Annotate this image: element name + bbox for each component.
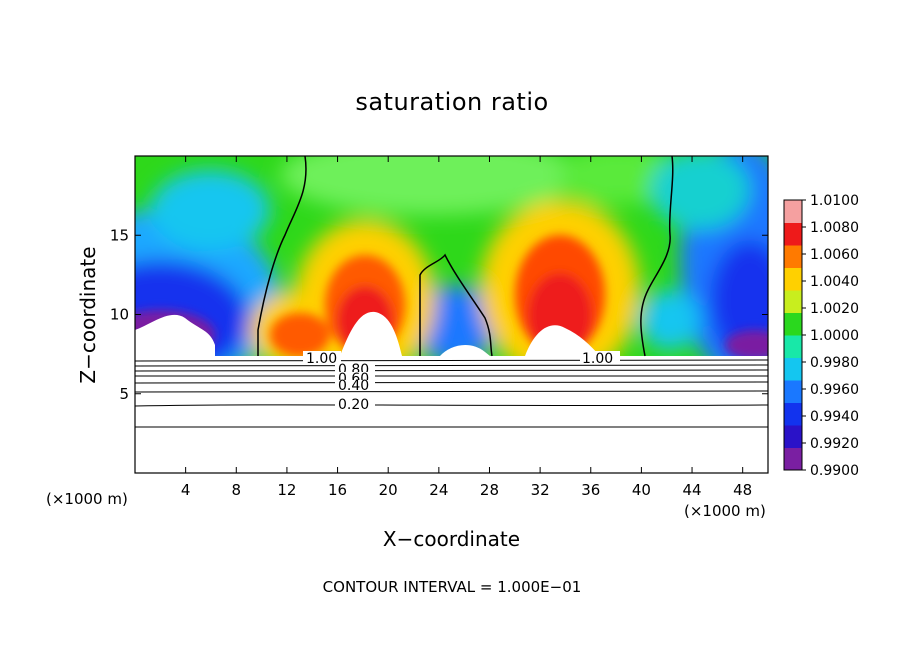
contour-label-group: 1.00 0.80 0.60 0.40 0.20 1.00 [303,351,620,413]
colorbar-swatch [784,425,802,448]
colorbar-swatch [784,357,802,381]
colorbar-label: 0.9900 [810,463,859,479]
y-tick-label: 10 [110,306,129,324]
contour-label-1: 1.00 [306,351,337,367]
x-unit-label-left: (×1000 m) [46,490,128,508]
x-tick-label: 32 [531,481,550,499]
x-tick-label: 48 [733,481,752,499]
colorbar-swatch [784,200,802,223]
colorbar-swatch [784,222,802,246]
y-axis: 5 10 15 [110,226,768,403]
x-tick-label: 12 [277,481,296,499]
colorbar-label: 1.0100 [810,193,859,209]
colorbar-label: 0.9980 [810,355,859,371]
contour-label-6: 1.00 [582,351,613,367]
y-tick-label: 15 [110,226,129,244]
colorbar-swatch [784,290,802,313]
x-unit-label-right: (×1000 m) [684,502,766,520]
colorbar-label: 1.0040 [810,274,859,290]
contour-label-5: 0.20 [338,397,369,413]
x-axis-label: X−coordinate [382,527,521,551]
colorbar-swatch [784,402,802,426]
colorbar-swatch [784,380,802,403]
colorbar-label: 1.0080 [810,220,859,236]
colorbar-label: 1.0020 [810,301,859,317]
x-tick-label: 24 [429,481,448,499]
colorbar-label: 0.9960 [810,382,859,398]
colorbar-swatch [784,267,802,291]
contour-label-4: 0.40 [338,378,369,394]
x-axis: 4 8 12 16 20 24 28 32 36 40 44 48 [181,156,752,499]
colorbar-swatch [784,245,802,268]
colorbar-label: 1.0000 [810,328,859,344]
x-tick-label: 4 [181,481,191,499]
colorbar-swatch [784,312,802,336]
colorbar-label: 1.0060 [810,247,859,263]
x-tick-label: 44 [682,481,701,499]
x-tick-label: 36 [581,481,600,499]
colorbar-label: 0.9940 [810,409,859,425]
colorbar-swatch [784,447,802,471]
chart-title: saturation ratio [355,88,549,116]
x-tick-label: 40 [632,481,651,499]
y-axis-label: Z−coordinate [76,246,100,384]
x-tick-label: 8 [232,481,242,499]
colorbar-label: 0.9920 [810,436,859,452]
colorbar: 0.9900 0.9920 0.9940 0.9960 0.9980 1.0000 1.00… [783,193,859,479]
x-tick-label: 16 [328,481,347,499]
y-tick-label: 5 [119,385,129,403]
x-tick-label: 20 [379,481,398,499]
contour-interval-note: CONTOUR INTERVAL = 1.000E−01 [322,578,582,596]
x-tick-label: 28 [480,481,499,499]
colorbar-swatch [784,335,802,358]
color-field [135,156,768,473]
